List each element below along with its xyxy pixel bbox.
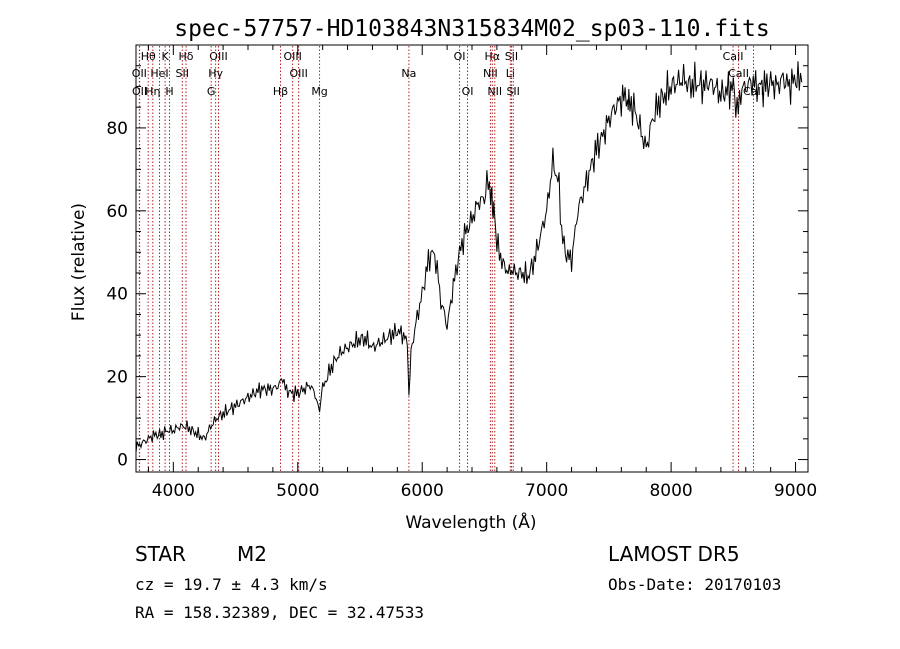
y-tick-label: 20 xyxy=(106,368,128,388)
line-marker-label: SII xyxy=(505,50,518,63)
plot-frame xyxy=(135,44,809,473)
line-marker-label: OIII xyxy=(283,50,301,63)
line-marker-label: Hβ xyxy=(273,85,288,98)
line-marker-label: NII xyxy=(483,67,498,80)
ra-dec: RA = 158.32389, DEC = 32.47533 xyxy=(135,603,424,622)
line-marker-label: SII xyxy=(176,67,189,80)
line-marker-label: HeI xyxy=(150,67,168,80)
line-marker-label: NII xyxy=(487,85,502,98)
y-tick-label: 0 xyxy=(117,451,128,471)
line-marker-label: OIII xyxy=(209,50,227,63)
y-tick-label: 80 xyxy=(106,119,128,139)
line-marker-label: OIII xyxy=(289,67,307,80)
x-tick-label: 4000 xyxy=(152,481,195,501)
x-tick-label: 6000 xyxy=(401,481,444,501)
x-tick-label: 5000 xyxy=(276,481,319,501)
survey-release: LAMOST DR5 xyxy=(608,542,740,566)
object-class: STAR xyxy=(135,542,186,566)
line-marker-label: Hγ xyxy=(208,67,223,80)
line-marker-label: Hα xyxy=(485,50,501,63)
line-marker-label: Hη xyxy=(145,85,160,98)
y-tick-label: 40 xyxy=(106,285,128,305)
line-marker-label: Li xyxy=(506,67,515,80)
spectrum-line xyxy=(135,61,803,453)
x-axis-label: Wavelength (Å) xyxy=(405,511,536,533)
line-marker-label: Mg xyxy=(311,85,327,98)
x-tick-label: 7000 xyxy=(525,481,568,501)
line-marker-label: Hθ xyxy=(141,50,156,63)
line-marker-label: OI xyxy=(454,50,466,63)
line-marker-label: Hδ xyxy=(179,50,194,63)
line-marker-label: CaII xyxy=(743,85,764,98)
line-marker-label: OI xyxy=(462,85,474,98)
redshift-cz: cz = 19.7 ± 4.3 km/s xyxy=(135,575,328,594)
y-tick-label: 60 xyxy=(106,202,128,222)
line-marker-label: SII xyxy=(506,85,519,98)
observation-date: Obs-Date: 20170103 xyxy=(608,575,781,594)
line-marker-label: CaII xyxy=(728,67,749,80)
line-marker-label: Na xyxy=(401,67,416,80)
line-marker-label: H xyxy=(165,85,173,98)
y-axis-label: Flux (relative) xyxy=(69,203,89,321)
x-tick-label: 9000 xyxy=(774,481,817,501)
line-marker-label: CaII xyxy=(723,50,744,63)
line-marker-label: G xyxy=(207,85,216,98)
chart-title: spec-57757-HD103843N315834M02_sp03-110.f… xyxy=(174,16,769,42)
object-subclass: M2 xyxy=(237,542,267,566)
line-marker-label: K xyxy=(162,50,170,63)
x-tick-label: 8000 xyxy=(649,481,692,501)
